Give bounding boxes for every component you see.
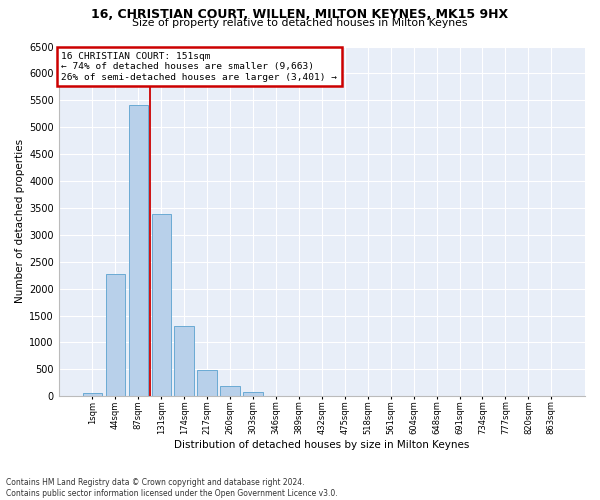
Text: Contains HM Land Registry data © Crown copyright and database right 2024.
Contai: Contains HM Land Registry data © Crown c… bbox=[6, 478, 338, 498]
Bar bbox=[128, 104, 148, 397]
Bar bbox=[83, 392, 102, 396]
Y-axis label: Number of detached properties: Number of detached properties bbox=[15, 140, 25, 304]
Text: 16, CHRISTIAN COURT, WILLEN, MILTON KEYNES, MK15 9HX: 16, CHRISTIAN COURT, WILLEN, MILTON KEYN… bbox=[91, 8, 509, 20]
Text: Size of property relative to detached houses in Milton Keynes: Size of property relative to detached ho… bbox=[132, 18, 468, 28]
Text: 16 CHRISTIAN COURT: 151sqm
← 74% of detached houses are smaller (9,663)
26% of s: 16 CHRISTIAN COURT: 151sqm ← 74% of deta… bbox=[61, 52, 337, 82]
Bar bbox=[175, 326, 194, 396]
Bar bbox=[244, 392, 263, 396]
Bar bbox=[152, 214, 171, 396]
Bar bbox=[197, 370, 217, 396]
X-axis label: Distribution of detached houses by size in Milton Keynes: Distribution of detached houses by size … bbox=[174, 440, 470, 450]
Bar bbox=[106, 274, 125, 396]
Bar bbox=[220, 386, 240, 396]
